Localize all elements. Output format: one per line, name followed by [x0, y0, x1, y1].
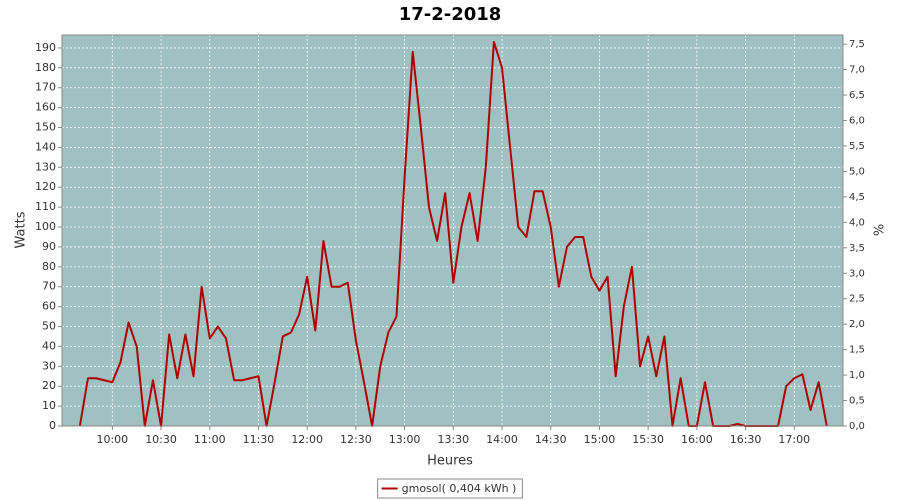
y-tick-label: 90: [42, 240, 56, 253]
y-tick-label: 150: [35, 121, 56, 134]
y-tick-label: 50: [42, 320, 56, 333]
y-tick-label: 110: [35, 200, 56, 213]
y2-tick-label: 5,5: [849, 141, 865, 152]
y-tick-label: 70: [42, 280, 56, 293]
chart-title: 17-2-2018: [399, 4, 502, 25]
y2-tick-label: 3,0: [849, 268, 865, 279]
x-tick-label: 15:30: [632, 433, 664, 446]
y2-tick-label: 0,0: [849, 421, 865, 432]
data-line: [78, 40, 828, 427]
y-tick-label: 180: [35, 61, 56, 74]
plot-border: [61, 34, 844, 427]
plot-area: [61, 34, 844, 427]
x-tick-label: 11:00: [194, 433, 226, 446]
x-tick-label: 12:00: [291, 433, 323, 446]
x-tick-label: 16:00: [681, 433, 713, 446]
y2-tick-label: 6,5: [849, 90, 865, 101]
x-tick-label: 14:00: [486, 433, 518, 446]
y2-tick-label: 2,0: [849, 319, 865, 330]
x-tick-label: 10:30: [145, 433, 177, 446]
x-axis-label: Heures: [427, 454, 473, 469]
x-tick-label: 10:00: [96, 433, 128, 446]
x-tick-label: 13:30: [437, 433, 469, 446]
legend: gmosol( 0,404 kWh ): [377, 478, 523, 499]
y2-axis-label: %: [873, 224, 888, 236]
y2-tick-label: 7,0: [849, 65, 865, 76]
y-tick-label: 0: [49, 419, 56, 432]
y2-tick-label: 4,0: [849, 217, 865, 228]
y-tick-label: 160: [35, 101, 56, 114]
x-tick-label: 13:00: [389, 433, 421, 446]
y2-tick-label: 6,0: [849, 116, 865, 127]
y-tick-label: 10: [42, 399, 56, 412]
y2-tick-label: 4,5: [849, 192, 865, 203]
y-axis-label: Watts: [14, 211, 29, 248]
y-tick-label: 140: [35, 140, 56, 153]
y2-tick-label: 3,5: [849, 243, 865, 254]
legend-box: [377, 478, 523, 499]
y-tick-label: 40: [42, 339, 56, 352]
y2-tick-label: 2,5: [849, 294, 865, 305]
y-tick-label: 60: [42, 300, 56, 313]
x-tick-label: 15:00: [584, 433, 616, 446]
x-tick-label: 11:30: [243, 433, 275, 446]
x-tick-label: 17:00: [778, 433, 810, 446]
y-tick-label: 190: [35, 41, 56, 54]
y2-tick-label: 1,5: [849, 345, 865, 356]
y-tick-label: 30: [42, 359, 56, 372]
y-tick-label: 100: [35, 220, 56, 233]
x-tick-label: 12:30: [340, 433, 372, 446]
y2-tick-label: 5,0: [849, 166, 865, 177]
y2-tick-label: 1,0: [849, 370, 865, 381]
legend-label: gmosol( 0,404 kWh ): [402, 482, 517, 495]
y2-tick-label: 0,5: [849, 396, 865, 407]
y-tick-label: 130: [35, 160, 56, 173]
x-tick-label: 14:30: [535, 433, 567, 446]
y-tick-label: 80: [42, 260, 56, 273]
y-tick-label: 170: [35, 81, 56, 94]
y2-tick-label: 7,5: [849, 39, 865, 50]
y-tick-label: 120: [35, 180, 56, 193]
y-tick-label: 20: [42, 379, 56, 392]
x-tick-label: 16:30: [730, 433, 762, 446]
